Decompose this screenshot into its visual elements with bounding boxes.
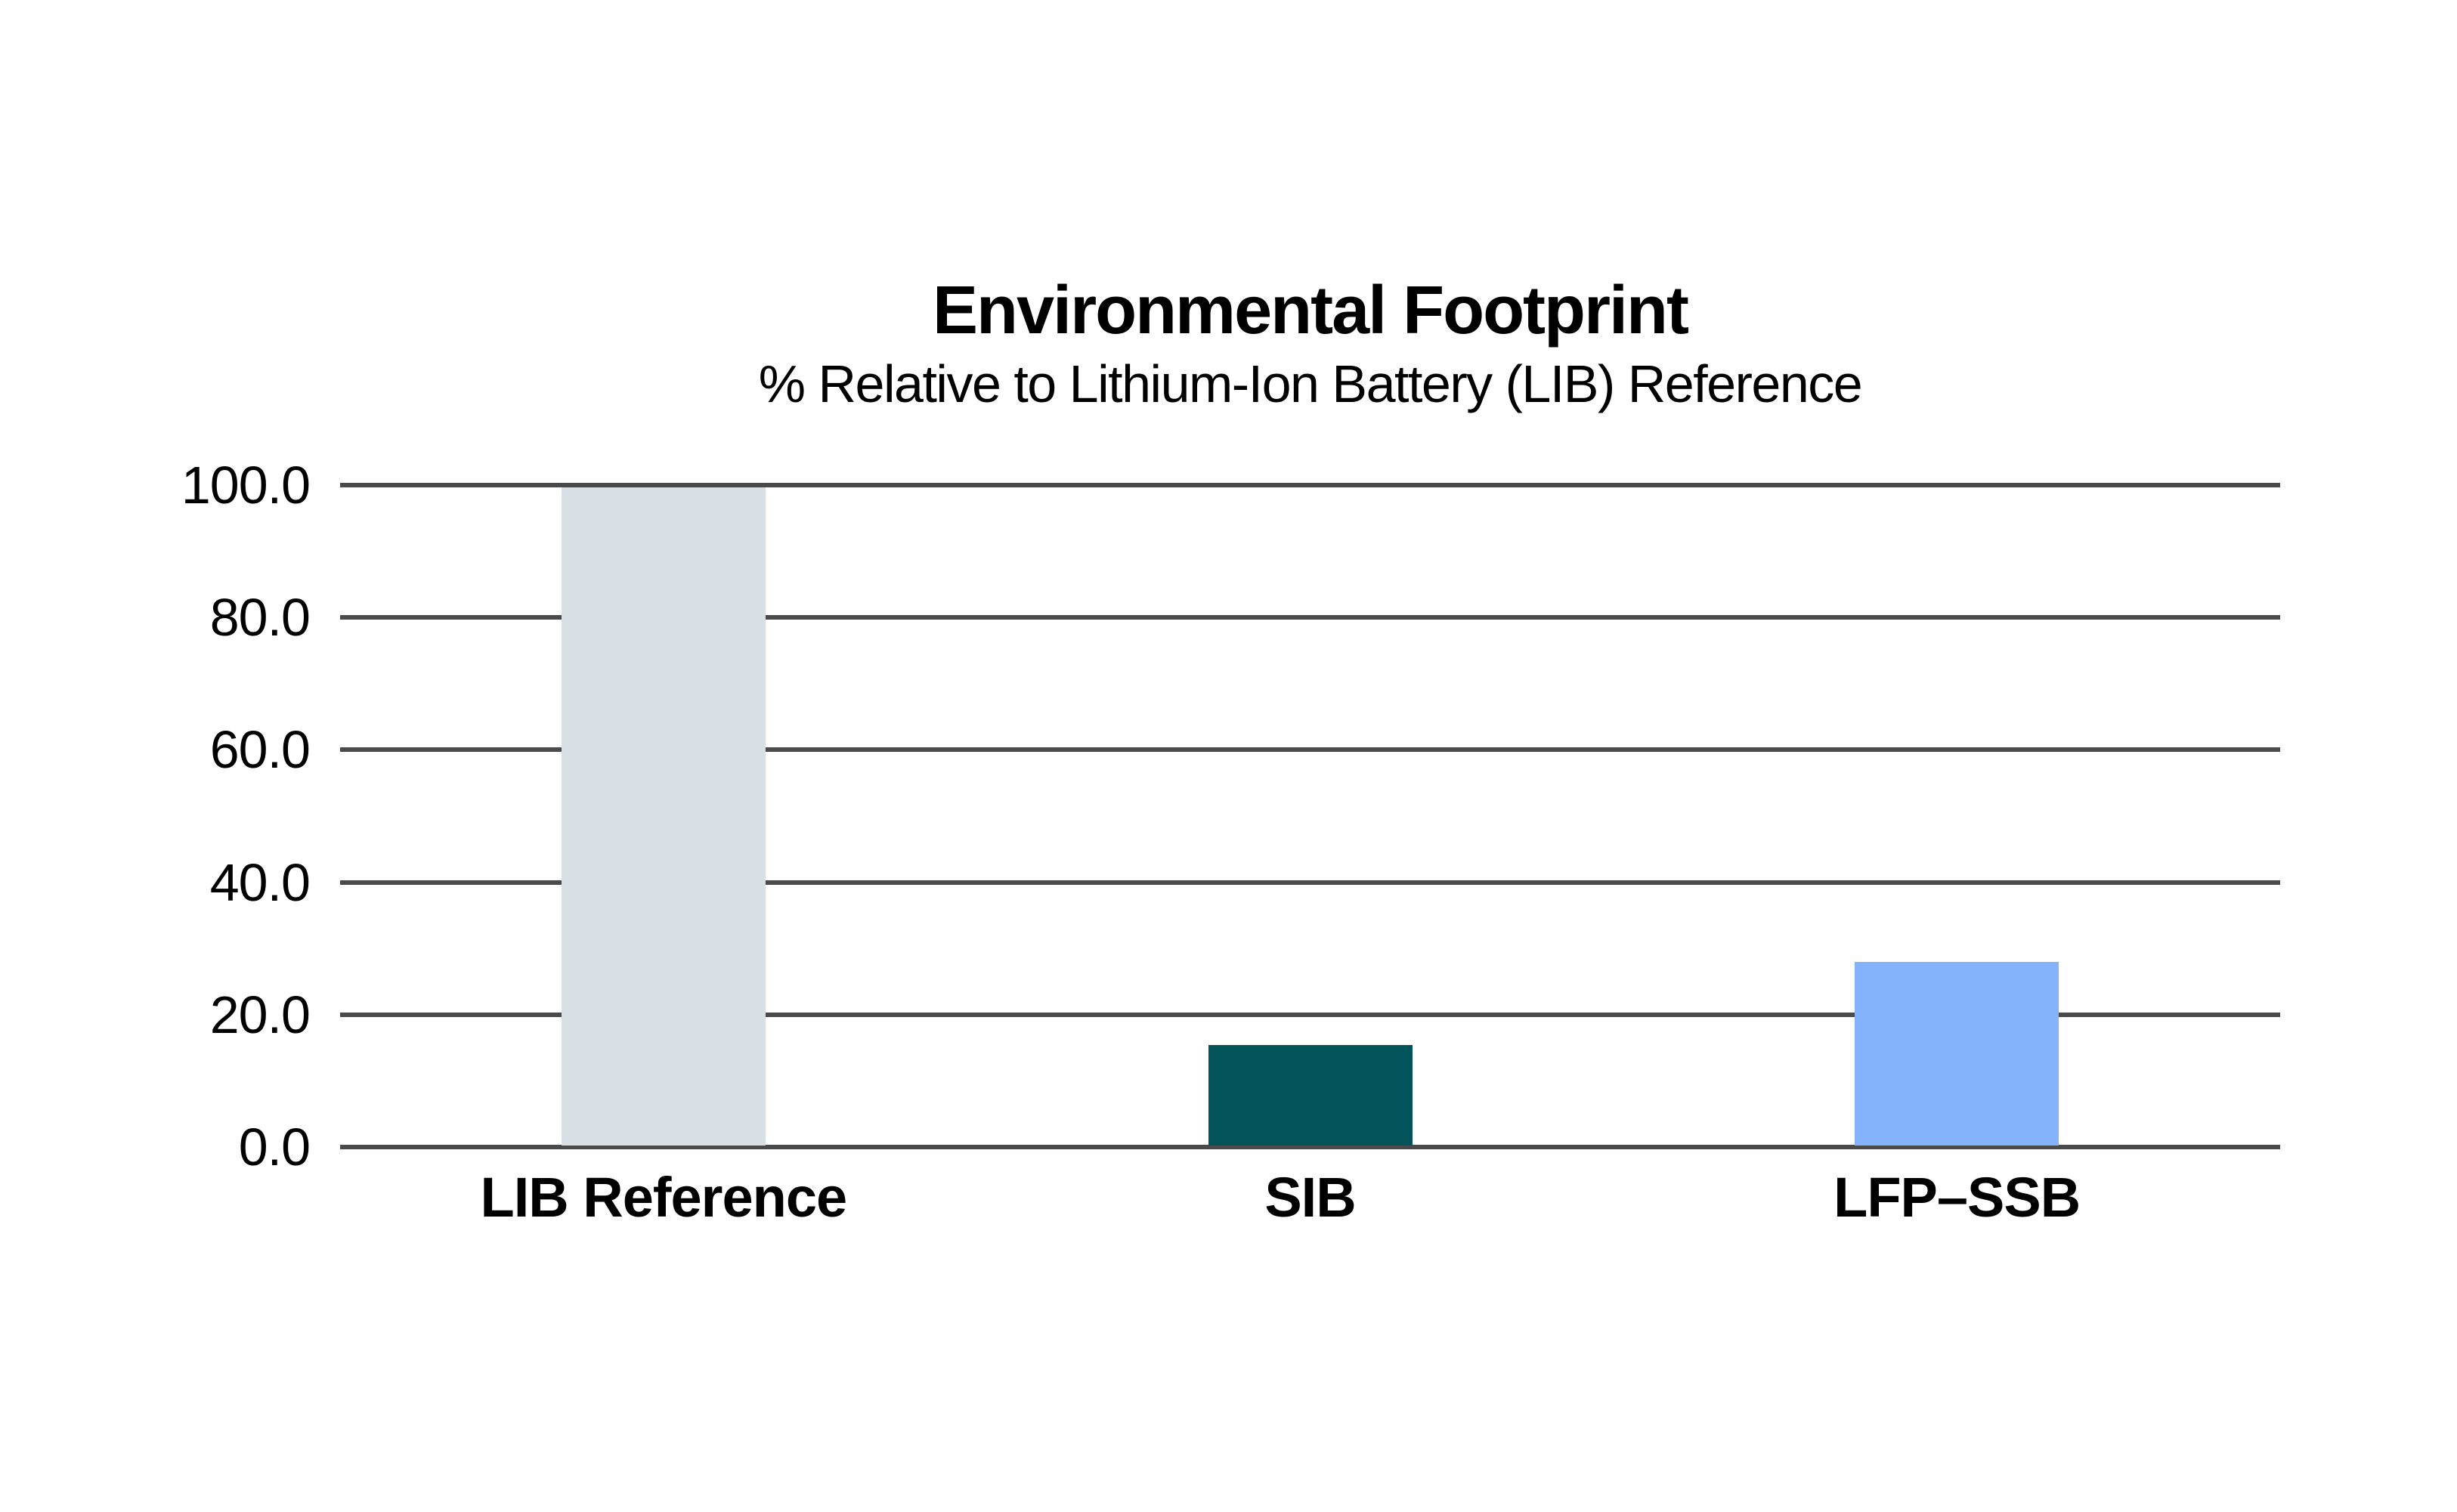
gridline-80.0 — [340, 615, 2280, 620]
x-axis-label-lfp-ssb: LFP–SSB — [1833, 1166, 2081, 1229]
chart-title: Environmental Footprint — [933, 273, 1689, 348]
y-tick-label-80.0: 80.0 — [209, 588, 311, 648]
x-axis-label-lib-reference: LIB Reference — [480, 1166, 848, 1229]
gridline-0.0 — [340, 1145, 2280, 1149]
gridline-20.0 — [340, 1012, 2280, 1017]
y-tick-label-60.0: 60.0 — [209, 720, 311, 780]
x-axis-label-sib: SIB — [1264, 1166, 1356, 1229]
bar-lib-reference — [561, 487, 766, 1146]
y-tick-label-0.0: 0.0 — [238, 1118, 311, 1177]
chart-subtitle: % Relative to Lithium-Ion Battery (LIB) … — [758, 354, 1863, 413]
gridline-40.0 — [340, 880, 2280, 885]
gridline-100.0 — [340, 483, 2280, 487]
gridline-60.0 — [340, 747, 2280, 753]
bar-lfp-ssb — [1855, 961, 2059, 1146]
bar-sib — [1208, 1044, 1413, 1146]
y-tick-label-20.0: 20.0 — [209, 985, 311, 1044]
y-tick-label-40.0: 40.0 — [209, 852, 311, 912]
y-tick-label-100.0: 100.0 — [181, 456, 311, 515]
